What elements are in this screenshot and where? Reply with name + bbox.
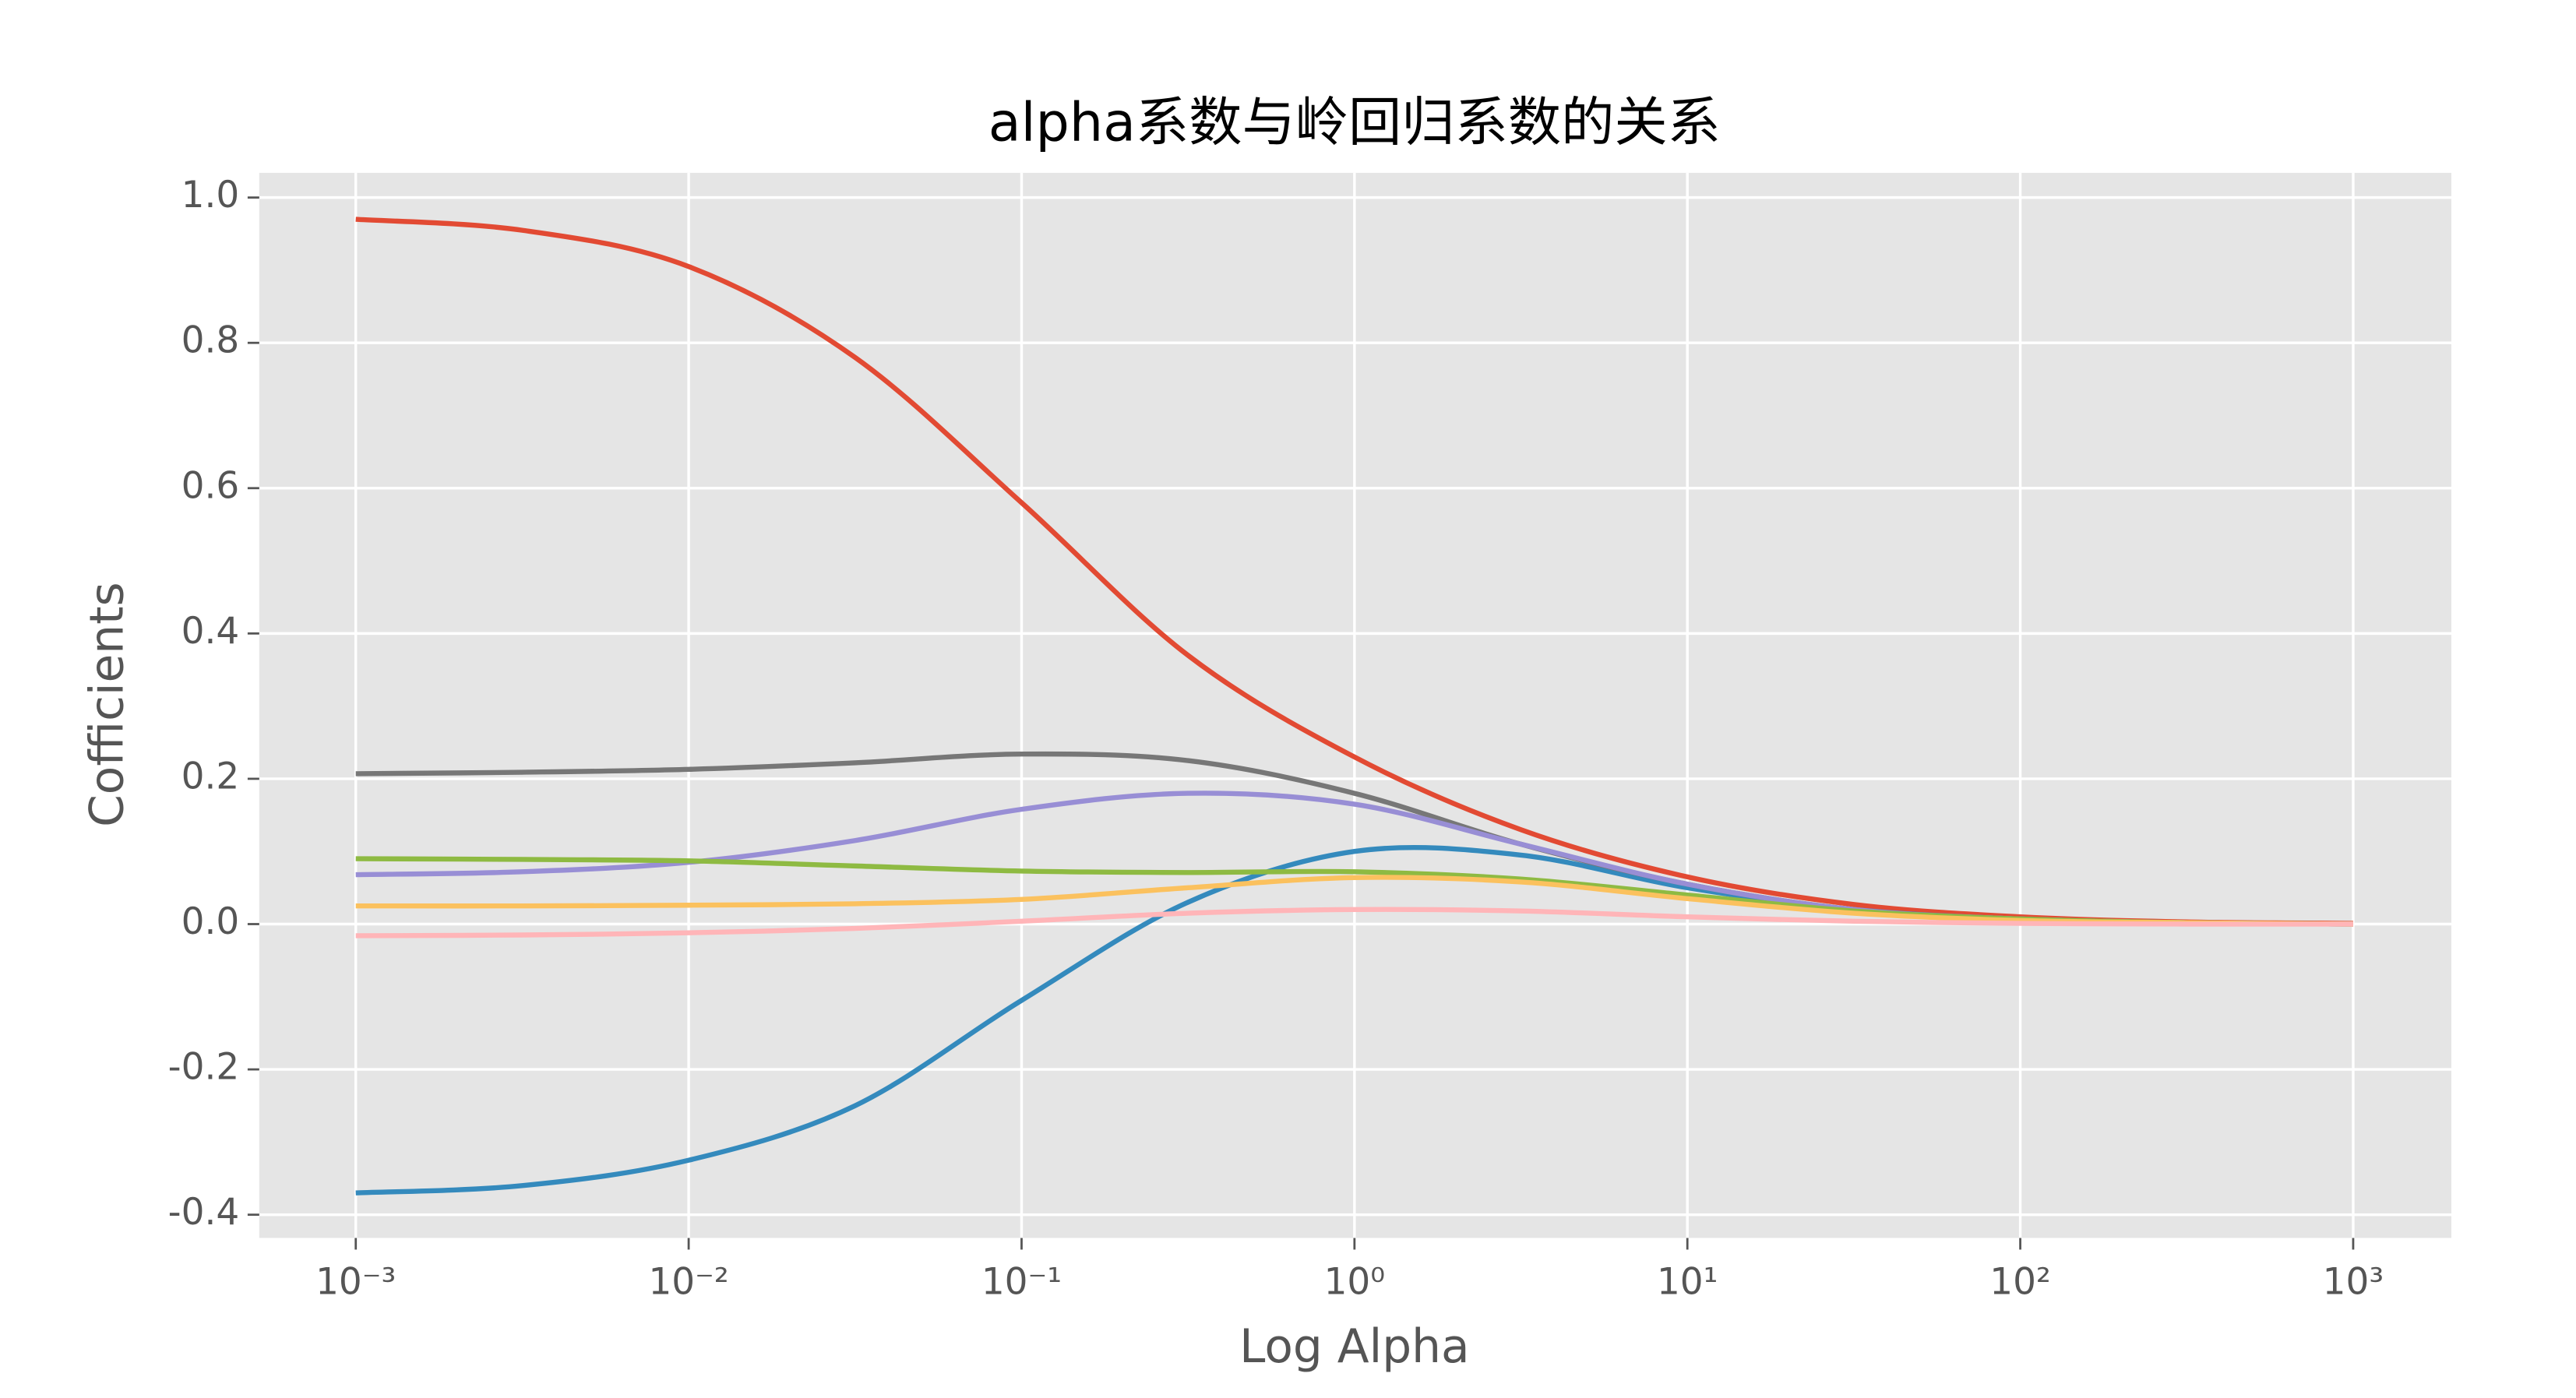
y-tick-label: 0.2	[181, 755, 240, 798]
y-tick-label: 0.6	[181, 464, 240, 507]
y-tick-label: 0.4	[181, 610, 240, 653]
x-tick-label: 10⁰	[1324, 1261, 1386, 1304]
x-tick-label: 10⁻³	[315, 1261, 396, 1304]
x-tick-label: 10⁻¹	[981, 1261, 1062, 1304]
line	[355, 875, 2353, 927]
y-axis-label: Cofficients	[80, 582, 134, 827]
y-tick-label: -0.4	[168, 1191, 240, 1234]
y-tick-label: 0.8	[181, 319, 240, 362]
x-tick-label: 10¹	[1657, 1261, 1718, 1304]
x-tick-label: 10²	[1989, 1261, 2051, 1304]
y-tick-label: -0.2	[168, 1046, 240, 1089]
line	[355, 907, 2353, 938]
x-tick-label: 10³	[2323, 1261, 2384, 1304]
y-tick-label: 0.0	[181, 900, 240, 943]
y-tick-label: 1.0	[181, 174, 240, 217]
chart-title: alpha系数与岭回归系数的关系	[988, 93, 1721, 154]
x-axis-label: Log Alpha	[1239, 1320, 1469, 1374]
x-tick-label: 10⁻²	[648, 1261, 728, 1304]
